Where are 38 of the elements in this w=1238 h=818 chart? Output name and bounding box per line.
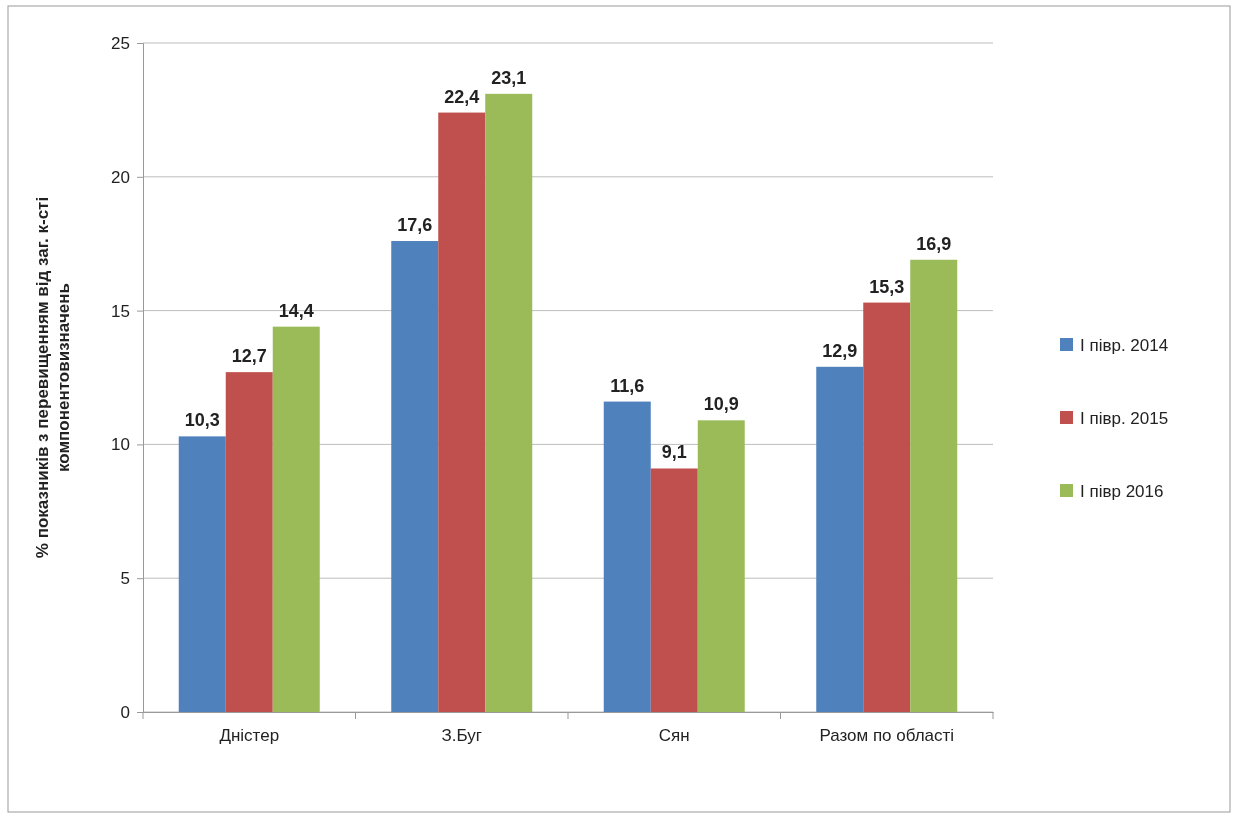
x-tick-label: Дністер <box>219 726 280 745</box>
x-tick-label: З.Буг <box>441 726 482 745</box>
bar <box>438 112 486 712</box>
y-tick-label: 10 <box>111 435 130 455</box>
bar <box>391 241 439 712</box>
data-label: 17,6 <box>397 215 433 236</box>
y-axis-title: % показників з перевищенням від заг. к-сті компонентовизначень <box>33 196 73 559</box>
bar <box>816 366 864 712</box>
y-tick-label: 5 <box>120 569 130 589</box>
data-label: 22,4 <box>444 86 480 107</box>
data-label: 11,6 <box>610 375 645 396</box>
bar <box>650 468 698 712</box>
data-label: 12,9 <box>822 340 858 361</box>
bar <box>178 436 226 712</box>
y-tick-label: 20 <box>111 167 130 187</box>
y-tick-label: 15 <box>111 301 130 321</box>
x-tick-label: Разом по області <box>819 726 955 745</box>
bar <box>697 420 745 712</box>
bar <box>910 259 958 712</box>
y-tick-label: 0 <box>120 702 130 722</box>
bar <box>272 326 320 712</box>
x-tick-label: Сян <box>658 726 690 745</box>
legend-label: І півр. 2015 <box>1080 409 1169 428</box>
data-label: 10,9 <box>703 394 739 415</box>
y-tick-label: 25 <box>111 33 130 53</box>
data-label: 16,9 <box>916 233 952 254</box>
legend-label: І півр. 2014 <box>1080 336 1169 355</box>
data-label: 14,4 <box>278 300 314 321</box>
bar <box>603 401 651 712</box>
bar <box>485 93 533 712</box>
data-label: 10,3 <box>184 410 220 431</box>
data-label: 15,3 <box>869 276 905 297</box>
legend-label: І півр 2016 <box>1080 482 1164 501</box>
data-label: 23,1 <box>491 67 527 88</box>
bar <box>863 302 911 712</box>
data-label: 12,7 <box>231 346 267 367</box>
data-label: 9,1 <box>661 442 687 463</box>
bar <box>225 372 273 712</box>
